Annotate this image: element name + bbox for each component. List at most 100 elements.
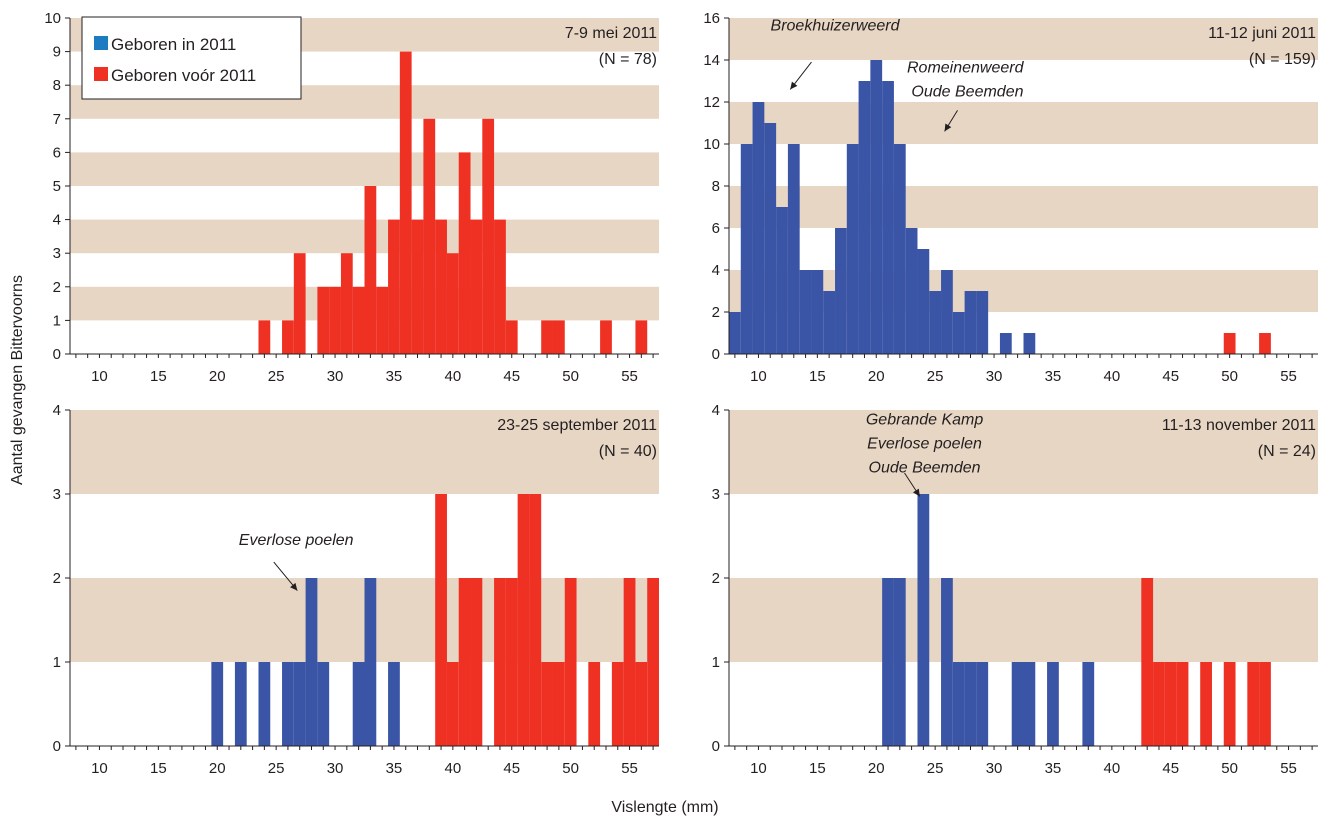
x-tick-label: 15 [150,368,167,385]
bar-before2011-53 [1259,333,1271,354]
bar-before2011-43 [482,118,495,354]
bar-born2011-35 [1047,662,1059,746]
bar-before2011-32 [352,286,365,354]
y-tick-label: 4 [53,402,61,419]
bar-born2011-24 [917,494,930,746]
bar-before2011-48 [541,662,553,746]
bar-born2011-26 [941,578,953,746]
x-tick-label: 30 [986,760,1003,777]
bar-before2011-37 [411,219,424,354]
y-tick-label: 0 [712,346,720,363]
x-tick-label: 15 [809,368,826,385]
background-band [729,578,1318,662]
y-tick-label: 8 [712,178,720,195]
bar-before2011-53 [1259,662,1271,746]
bar-before2011-57 [647,578,659,746]
bar-before2011-48 [541,320,553,354]
bar-before2011-50 [1223,662,1236,746]
x-tick-label: 35 [1045,368,1062,385]
panel-title: 23-25 september 2011 [497,417,657,434]
bar-before2011-39 [435,494,447,746]
annotation-label: Gebrande Kamp [866,411,984,428]
panel-2: 0 2 4 6 8 10 12 14 16 10 15 20 25 30 35 40 45 50 55 11-12 j… [703,10,1318,385]
x-tick-label: 50 [562,368,579,385]
bar-before2011-42 [470,578,483,746]
bar-before2011-36 [399,51,412,354]
x-tick-label: 45 [1162,368,1179,385]
y-tick-label: 4 [53,212,61,229]
x-tick-label: 20 [209,760,226,777]
x-tick-label: 40 [445,368,462,385]
bar-born2011-21 [882,81,894,354]
x-tick-label: 20 [209,368,226,385]
bar-born2011-22 [893,578,906,746]
x-tick-label: 55 [1280,368,1297,385]
bar-before2011-48 [1200,662,1212,746]
bar-born2011-12 [776,207,788,354]
y-tick-label: 2 [53,570,61,587]
y-tick-label: 2 [712,304,720,321]
x-tick-label: 55 [621,368,638,385]
bar-before2011-33 [364,186,377,354]
bar-born2011-8 [729,312,741,354]
x-tick-label: 20 [868,368,885,385]
bar-born2011-28 [964,291,977,354]
bar-born2011-11 [764,123,777,354]
x-tick-label: 25 [927,368,944,385]
y-tick-label: 8 [53,77,61,94]
y-tick-label: 5 [53,178,61,195]
panel-title: 7-9 mei 2011 [565,25,657,42]
bar-born2011-29 [317,662,330,746]
background-band [729,18,1318,60]
y-tick-label: 2 [53,279,61,296]
bar-before2011-29 [317,286,330,354]
y-tick-label: 9 [53,44,61,61]
x-tick-label: 45 [503,368,520,385]
bar-born2011-35 [388,662,400,746]
bar-before2011-54 [611,662,624,746]
bar-born2011-9 [740,144,753,354]
y-tick-label: 3 [712,486,720,503]
bar-born2011-10 [752,102,765,354]
bar-born2011-33 [1023,662,1036,746]
y-tick-label: 4 [712,262,720,279]
bar-born2011-19 [858,81,871,354]
x-tick-label: 35 [386,760,403,777]
y-tick-label: 10 [703,136,720,153]
x-tick-label: 50 [1221,760,1238,777]
bar-before2011-30 [329,286,341,354]
bar-before2011-50 [564,578,577,746]
y-tick-label: 1 [53,312,61,329]
annotation-label: Everlose poelen [239,532,354,549]
bar-born2011-25 [929,291,942,354]
panel-3: 0 1 2 3 4 10 15 20 25 30 35 40 45 50 55 23-25 september… [53,402,659,777]
background-band [729,410,1318,494]
legend-label-born-2011: Geboren in 2011 [111,35,236,54]
y-tick-label: 0 [53,346,61,363]
bar-born2011-28 [964,662,977,746]
bar-before2011-38 [423,118,436,354]
x-tick-label: 30 [327,368,344,385]
bar-before2011-45 [1164,662,1177,746]
bar-born2011-18 [846,144,859,354]
bar-born2011-33 [1023,333,1036,354]
bar-born2011-26 [282,662,294,746]
bar-born2011-17 [835,228,847,354]
bar-born2011-31 [999,333,1012,354]
bar-before2011-40 [446,253,459,354]
x-tick-label: 25 [268,368,285,385]
y-tick-label: 10 [44,10,61,27]
bar-born2011-29 [976,291,989,354]
background-band [729,186,1318,228]
bar-before2011-26 [282,320,294,354]
bar-born2011-26 [941,270,953,354]
y-tick-label: 2 [712,570,720,587]
bar-born2011-27 [293,662,306,746]
background-band [70,152,659,186]
bar-before2011-52 [588,662,601,746]
bar-before2011-24 [258,320,271,354]
annotation-label: Everlose poelen [867,435,982,452]
bar-before2011-45 [505,578,518,746]
bar-born2011-29 [976,662,989,746]
